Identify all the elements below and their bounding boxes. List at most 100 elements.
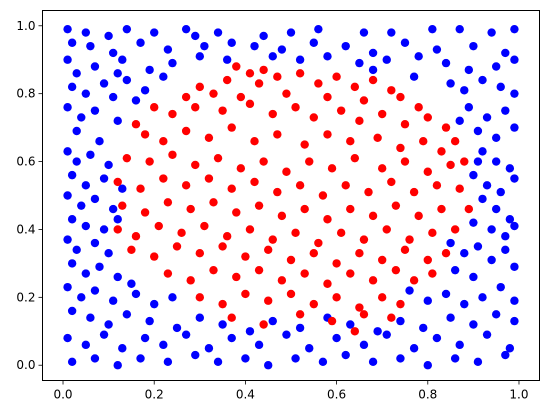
scatter-point-red <box>346 269 355 278</box>
scatter-point-red <box>377 255 387 265</box>
scatter-point-blue <box>104 31 113 41</box>
scatter-point-red <box>396 143 405 153</box>
scatter-point-blue <box>77 293 86 302</box>
data-points <box>63 24 519 370</box>
scatter-point-blue <box>108 92 118 102</box>
scatter-point-blue <box>341 350 350 360</box>
scatter-point-blue <box>108 48 118 58</box>
scatter-point-red <box>264 245 273 255</box>
scatter-point-red <box>232 62 241 71</box>
scatter-point-red <box>273 130 282 139</box>
scatter-point-blue <box>491 157 501 166</box>
scatter-point-blue <box>104 160 113 170</box>
scatter-point-red <box>172 242 182 251</box>
scatter-point-blue <box>191 350 200 360</box>
scatter-point-blue <box>81 269 91 278</box>
scatter-point-blue <box>113 69 122 78</box>
scatter-point-blue <box>305 344 314 353</box>
scatter-point-red <box>327 316 337 326</box>
scatter-point-blue <box>291 354 300 363</box>
scatter-point-blue <box>99 225 109 234</box>
scatter-point-red <box>268 235 277 244</box>
scatter-point-blue <box>204 344 214 353</box>
scatter-point-red <box>191 160 200 170</box>
scatter-point-red <box>150 252 159 261</box>
scatter-point-red <box>295 69 305 78</box>
scatter-point-red <box>377 164 387 173</box>
scatter-point-red <box>181 92 191 102</box>
scatter-point-blue <box>63 235 72 244</box>
scatter-point-blue <box>295 323 305 333</box>
scatter-point-blue <box>140 333 150 343</box>
scatter-point-red <box>154 221 163 231</box>
scatter-point-blue <box>245 327 255 336</box>
scatter-point-blue <box>90 238 100 248</box>
scatter-point-red <box>350 327 360 336</box>
scatter-point-blue <box>491 204 501 214</box>
scatter-point-red <box>273 72 282 81</box>
scatter-point-blue <box>473 157 483 166</box>
scatter-point-red <box>332 72 341 81</box>
scatter-point-red <box>122 153 132 163</box>
scatter-point-red <box>241 252 250 261</box>
scatter-point-blue <box>81 181 91 190</box>
scatter-point-red <box>227 184 236 193</box>
scatter-point-red <box>300 140 309 149</box>
scatter-point-blue <box>496 187 505 197</box>
scatter-point-red <box>191 103 200 112</box>
scatter-point-blue <box>510 174 519 183</box>
scatter-point-blue <box>131 96 141 105</box>
scatter-point-red <box>286 255 296 265</box>
scatter-point-blue <box>510 55 519 64</box>
scatter-point-red <box>437 147 446 156</box>
scatter-point-red <box>250 177 259 187</box>
scatter-point-red <box>387 313 396 322</box>
scatter-point-blue <box>460 86 469 95</box>
scatter-point-red <box>323 215 332 224</box>
scatter-point-red <box>273 187 282 197</box>
scatter-point-red <box>423 167 432 176</box>
scatter-point-blue <box>122 24 132 34</box>
scatter-point-blue <box>409 72 419 81</box>
scatter-point-blue <box>482 181 492 190</box>
y-axis: 0.0 0.2 0.4 0.6 0.8 1.0 <box>16 19 43 372</box>
scatter-point-blue <box>150 299 159 309</box>
scatter-point-blue <box>505 164 515 173</box>
scatter-point-blue <box>241 354 250 363</box>
scatter-point-red <box>441 123 451 132</box>
scatter-point-red <box>295 181 305 190</box>
scatter-point-red <box>200 221 209 231</box>
scatter-point-red <box>232 208 241 217</box>
scatter-point-red <box>140 130 150 139</box>
scatter-point-blue <box>67 306 77 316</box>
scatter-point-blue <box>419 323 428 333</box>
scatter-point-blue <box>478 147 487 156</box>
scatter-point-red <box>327 164 337 173</box>
scatter-point-blue <box>113 215 122 224</box>
scatter-point-blue <box>127 279 136 288</box>
scatter-point-blue <box>478 293 487 302</box>
scatter-point-blue <box>464 65 474 75</box>
scatter-point-blue <box>118 55 127 64</box>
scatter-point-red <box>250 136 259 146</box>
scatter-point-blue <box>473 242 483 251</box>
scatter-point-blue <box>473 126 483 136</box>
scatter-point-red <box>396 299 405 309</box>
scatter-point-blue <box>218 320 227 329</box>
scatter-point-blue <box>72 245 81 255</box>
scatter-point-red <box>341 181 350 190</box>
scatter-point-blue <box>67 38 77 47</box>
scatter-point-blue <box>86 150 95 159</box>
scatter-point-red <box>209 89 218 98</box>
scatter-point-blue <box>222 55 232 64</box>
scatter-point-blue <box>423 296 432 305</box>
scatter-point-red <box>336 228 346 238</box>
scatter-point-red <box>282 167 291 176</box>
scatter-point-red <box>232 272 241 282</box>
scatter-point-red <box>245 225 255 234</box>
scatter-point-red <box>336 106 346 115</box>
scatter-point-blue <box>510 221 519 231</box>
scatter-point-red <box>300 204 309 214</box>
scatter-point-red <box>222 232 232 241</box>
